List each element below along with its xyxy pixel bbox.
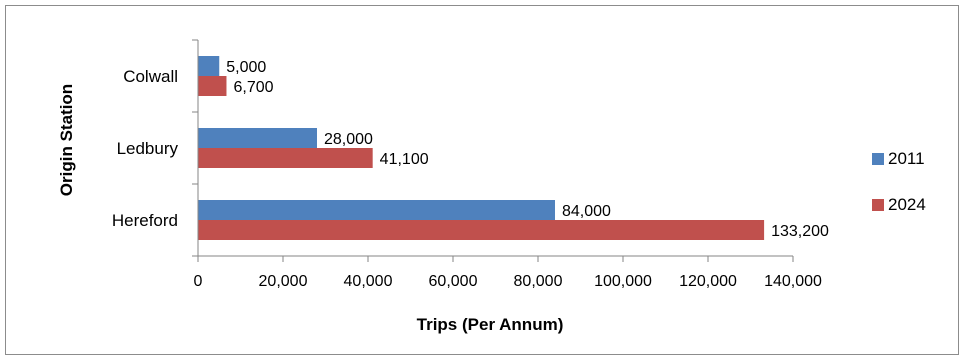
- x-tick-label: 80,000: [514, 273, 563, 290]
- bars-group: 5,000 6,700 28,000 41,100 84,000 133,200: [198, 56, 829, 240]
- x-tick-label: 100,000: [594, 273, 652, 290]
- x-tick-label: 60,000: [429, 273, 478, 290]
- y-axis-title: Origin Station: [57, 84, 76, 196]
- data-label-hereford-2011: 84,000: [562, 203, 611, 220]
- axes-group: Colwall Ledbury Hereford 0 20,000 40,000 60,00…: [112, 39, 822, 290]
- bar-colwall-2024: [198, 76, 227, 96]
- data-label-hereford-2024: 133,200: [771, 223, 829, 240]
- legend-label-2024: 2024: [888, 195, 926, 214]
- bar-colwall-2011: [198, 56, 220, 76]
- data-label-colwall-2011: 5,000: [226, 59, 266, 76]
- legend-swatch-2011: [872, 153, 884, 165]
- legend-label-2011: 2011: [888, 149, 925, 168]
- bar-ledbury-2024: [198, 148, 373, 168]
- x-axis-title: Trips (Per Annum): [417, 315, 564, 334]
- legend-swatch-2024: [872, 199, 884, 211]
- bar-hereford-2011: [198, 200, 555, 220]
- x-tick-label: 120,000: [679, 273, 737, 290]
- chart-frame: [5, 5, 959, 355]
- x-tick-label: 140,000: [764, 273, 822, 290]
- category-label-colwall: Colwall: [123, 67, 178, 86]
- category-label-ledbury: Ledbury: [117, 139, 179, 158]
- bar-hereford-2024: [198, 220, 765, 240]
- data-label-colwall-2024: 6,700: [233, 79, 273, 96]
- data-label-ledbury-2011: 28,000: [324, 131, 373, 148]
- legend: 2011 2024: [872, 149, 926, 214]
- x-tick-label: 20,000: [259, 273, 308, 290]
- x-tick-label: 0: [194, 273, 203, 290]
- category-label-hereford: Hereford: [112, 211, 178, 230]
- data-label-ledbury-2024: 41,100: [380, 151, 429, 168]
- bar-ledbury-2011: [198, 128, 317, 148]
- x-tick-label: 40,000: [344, 273, 393, 290]
